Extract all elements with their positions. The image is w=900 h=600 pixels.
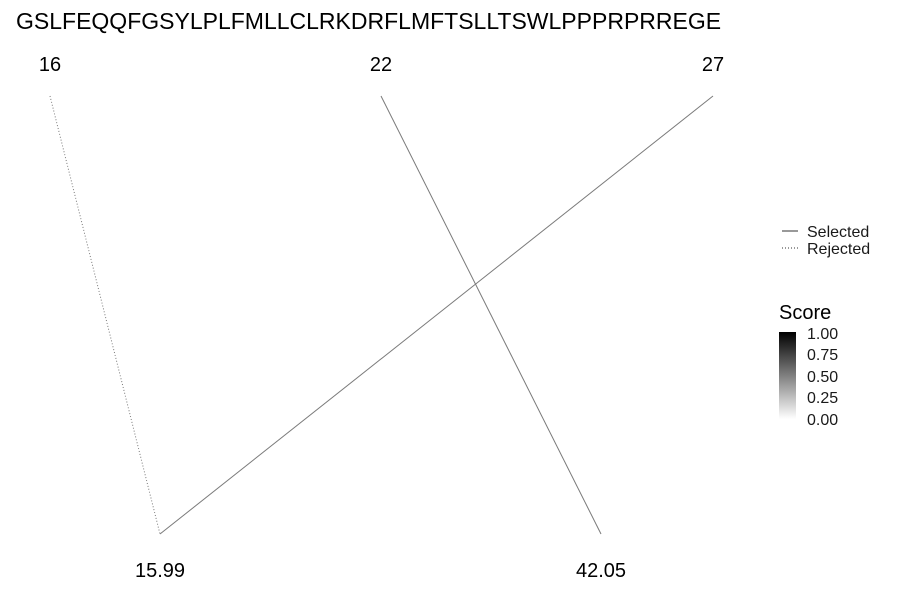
- score-tick-1-00: 1.00: [807, 326, 838, 343]
- bottom-label-42-05: 42.05: [576, 560, 626, 582]
- bottom-label-15-99: 15.99: [135, 560, 185, 582]
- top-label-22: 22: [370, 54, 392, 76]
- score-tick-0-50: 0.50: [807, 369, 838, 386]
- score-tick-0-75: 0.75: [807, 347, 838, 364]
- score-tick-0-00: 0.00: [807, 412, 838, 429]
- score-colorbar: [779, 332, 796, 419]
- line-type-legend: Selected Rejected: [782, 224, 870, 258]
- top-label-27: 27: [702, 54, 724, 76]
- sequence-title: GSLFEQQFGSYLPLFMLLCLRKDRFLMFTSLLTSWLPPPR…: [16, 8, 721, 34]
- connection-line-22-to-42-05: [380, 95, 602, 535]
- connection-line-16-to-15-99: [49, 95, 161, 535]
- score-tick-0-25: 0.25: [807, 390, 838, 407]
- score-legend-title: Score: [779, 302, 831, 324]
- connection-lines: [49, 95, 714, 535]
- legend-label-rejected: Rejected: [807, 241, 870, 258]
- connection-line-27-to-15-99: [159, 95, 714, 535]
- score-legend: Score 1.00 0.75 0.50 0.25 0.00: [779, 302, 838, 429]
- legend-label-selected: Selected: [807, 224, 869, 241]
- top-label-16: 16: [39, 54, 61, 76]
